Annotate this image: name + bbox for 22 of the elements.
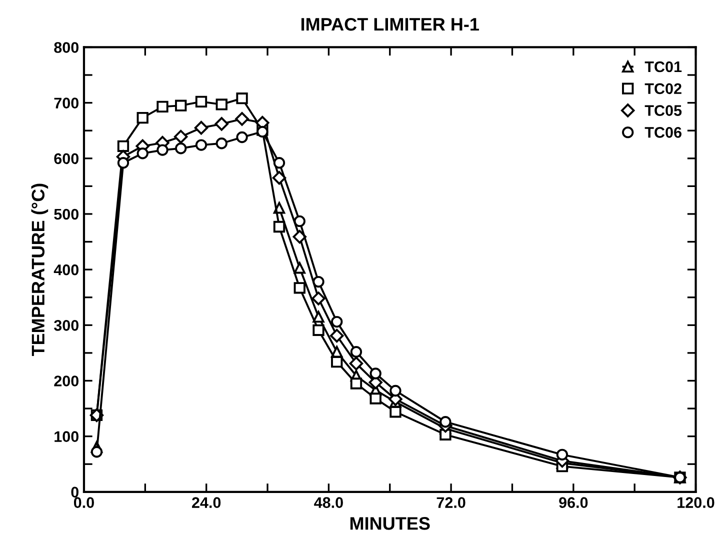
x-tick-label: 24.0 bbox=[192, 497, 221, 508]
y-tick-label: 300 bbox=[54, 320, 78, 331]
y-tick-label: 0 bbox=[71, 486, 78, 498]
y-axis-title: TEMPERATURE (°C) bbox=[31, 184, 48, 356]
legend-label: TC01 bbox=[644, 61, 682, 72]
x-tick-label: 120.0 bbox=[678, 497, 714, 508]
legend-label: TC05 bbox=[644, 105, 682, 116]
x-axis-title: MINUTES bbox=[350, 517, 430, 530]
x-tick-label: 0.0 bbox=[74, 497, 94, 508]
y-tick-label: 400 bbox=[54, 264, 78, 276]
y-tick-label: 100 bbox=[54, 431, 78, 442]
y-tick-label: 600 bbox=[54, 153, 78, 164]
y-tick-label: 500 bbox=[54, 208, 78, 220]
y-tick-label: 700 bbox=[54, 98, 78, 108]
x-tick-label: 48.0 bbox=[314, 497, 343, 508]
x-tick-label: 72.0 bbox=[436, 497, 466, 508]
chart-title: IMPACT LIMITER H-1 bbox=[301, 18, 479, 31]
legend-label: TC06 bbox=[644, 127, 682, 138]
x-tick-label: 96.0 bbox=[559, 497, 588, 508]
y-tick-label: 800 bbox=[54, 42, 78, 53]
legend-label: TC02 bbox=[644, 83, 682, 94]
y-tick-label: 200 bbox=[54, 376, 78, 386]
